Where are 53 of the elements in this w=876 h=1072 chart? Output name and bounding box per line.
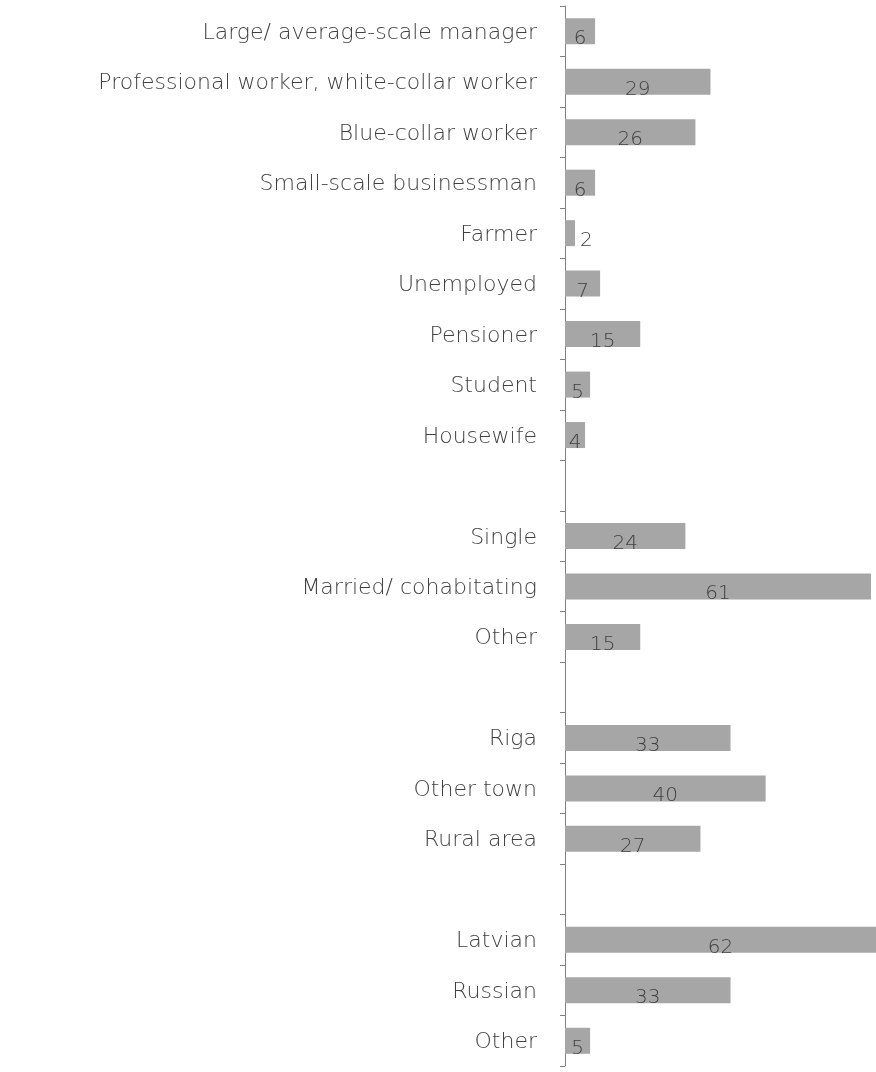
- data-label: 40: [652, 782, 679, 807]
- bar: [565, 775, 766, 802]
- bar: [565, 1027, 591, 1054]
- y-tick-label: Small-scale businessman: [259, 170, 537, 196]
- bar: [565, 169, 596, 196]
- data-label: 62: [707, 933, 734, 958]
- data-label: 5: [571, 378, 584, 403]
- data-label: 29: [625, 75, 651, 100]
- bar: [565, 119, 696, 146]
- y-tick-label: Farmer: [460, 220, 538, 246]
- y-tick-label: Riga: [488, 725, 537, 751]
- data-label: 15: [589, 328, 616, 353]
- y-tick-label: Latvian: [456, 927, 537, 953]
- bar: [565, 825, 701, 852]
- bar: [565, 270, 601, 297]
- data-label: 33: [635, 984, 661, 1009]
- data-label: 24: [612, 530, 638, 554]
- bar: [565, 68, 711, 95]
- data-label: 15: [589, 630, 616, 655]
- bar: [565, 18, 596, 45]
- bar: [565, 724, 731, 751]
- bar: [565, 623, 641, 650]
- y-tick-label: Large/ average-scale manager: [202, 18, 538, 44]
- y-tick-label: Housewife: [422, 422, 537, 448]
- data-label: 6: [573, 25, 587, 50]
- bar: [565, 523, 686, 549]
- y-tick-label: Pensioner: [429, 321, 538, 347]
- data-label: 26: [617, 126, 643, 151]
- data-label: 6: [573, 176, 587, 201]
- y-tick-label: Professional worker, white-collar worker: [98, 69, 538, 95]
- bar: [565, 220, 576, 247]
- data-label: 7: [576, 277, 589, 302]
- bar: [565, 926, 876, 953]
- bar: [565, 977, 731, 1004]
- data-label: 27: [619, 832, 646, 857]
- y-tick-label: Other: [474, 624, 538, 650]
- data-label: 5: [571, 1034, 584, 1059]
- bar: [565, 371, 591, 398]
- y-tick-label: Other: [474, 1028, 538, 1054]
- y-tick-label: Unemployed: [397, 271, 537, 297]
- y-tick-label: Single: [470, 523, 537, 549]
- y-tick-label: Rural area: [424, 826, 537, 852]
- bar: [565, 573, 871, 600]
- data-label: 2: [580, 227, 593, 252]
- y-tick-label: Other town: [413, 775, 537, 801]
- bar: [565, 321, 641, 348]
- y-tick-label: Russian: [452, 977, 537, 1003]
- y-tick-label: Student: [450, 372, 537, 398]
- y-tick-label: Married/ cohabitating: [301, 573, 537, 599]
- data-label: 61: [705, 580, 731, 605]
- data-label: 4: [568, 429, 582, 454]
- y-tick-label: Blue-collar worker: [338, 119, 538, 145]
- data-label: 33: [635, 731, 661, 756]
